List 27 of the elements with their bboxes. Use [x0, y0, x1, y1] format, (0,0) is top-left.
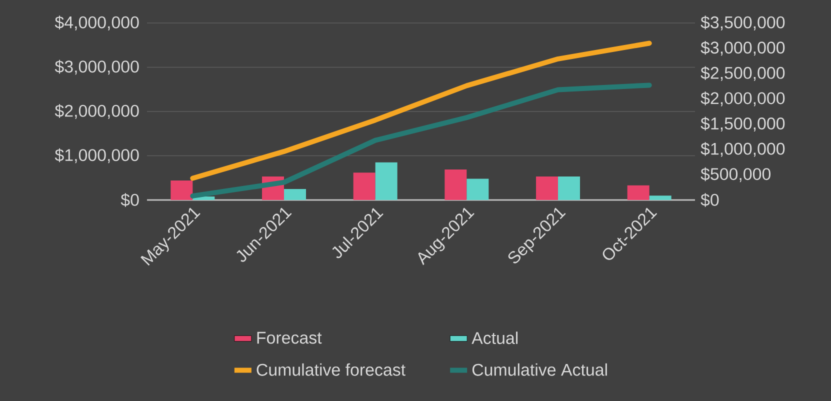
y2-tick-label: $0 — [700, 193, 719, 207]
y2-tick-label: $2,500,000 — [700, 66, 785, 81]
bar — [444, 169, 467, 200]
y-tick-label: $1,000,000 — [54, 148, 139, 164]
bar — [536, 176, 558, 200]
y2-tick-label: $500,000 — [700, 167, 770, 182]
legend-label: Cumulative Actual — [472, 363, 607, 376]
y2-tick-label: $2,000,000 — [700, 92, 785, 106]
y2-tick-label: $1,000,000 — [700, 142, 785, 157]
bar — [170, 180, 193, 200]
y2-tick-label: $3,000,000 — [700, 40, 785, 56]
y-tick-label: $3,000,000 — [54, 60, 139, 75]
y2-tick-label: $3,500,000 — [700, 16, 785, 30]
legend-label: Actual — [472, 332, 518, 344]
bar — [558, 176, 580, 200]
y-tick-label: $4,000,000 — [54, 16, 139, 30]
bar — [649, 196, 672, 200]
y2-tick-label: $1,500,000 — [700, 116, 785, 132]
legend-label: Cumulative forecast — [256, 363, 406, 376]
y-tick-label: $0 — [120, 193, 139, 207]
legend-label: Forecast — [257, 332, 322, 344]
bar — [466, 178, 489, 200]
bar — [627, 185, 650, 200]
y-tick-label: $2,000,000 — [54, 104, 139, 119]
bar — [284, 188, 306, 200]
bar — [353, 172, 376, 200]
bar — [375, 162, 398, 200]
